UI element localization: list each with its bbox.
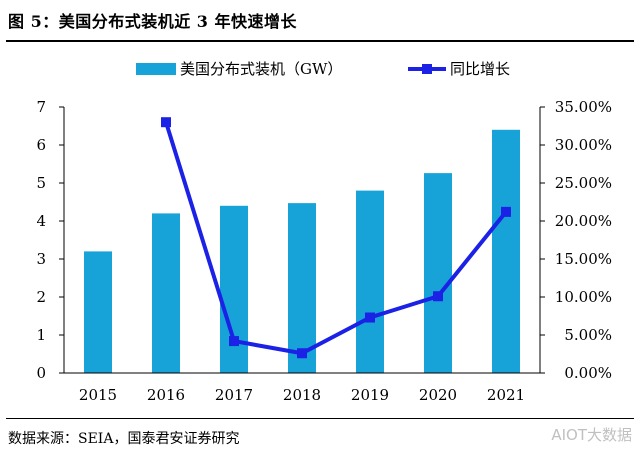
- x-tick-label: 2020: [419, 386, 457, 404]
- bar-2016: [152, 213, 180, 373]
- bar-2019: [356, 190, 384, 373]
- source-note: 数据来源：SEIA，国泰君安证券研究: [8, 431, 240, 447]
- y-left-tick-label: 3: [36, 250, 46, 268]
- y-left-tick-label: 7: [36, 98, 46, 116]
- watermark: AIOT大数据: [551, 426, 632, 444]
- bar-series: [84, 129, 520, 373]
- growth-line-series: [161, 117, 511, 359]
- growth-point-2016: [161, 117, 171, 128]
- bar-2020: [424, 173, 452, 373]
- source-rule: [6, 418, 634, 419]
- y-right-tick-label: 5.00%: [564, 326, 612, 344]
- axes: 0 1 2 3 4 5 6 7 0.00% 5.00% 10.00% 15.00% 20.00% 25.0…: [36, 98, 612, 404]
- y-left-tick-label: 1: [36, 326, 46, 344]
- growth-point-2018: [297, 348, 307, 359]
- y-right-tick-label: 35.00%: [555, 98, 612, 116]
- growth-line: [164, 121, 508, 356]
- bar-2021: [492, 129, 520, 373]
- bar-2018: [288, 203, 316, 373]
- legend-bar-label: 美国分布式装机（GW）: [180, 60, 342, 78]
- x-tick-label: 2018: [283, 386, 321, 404]
- y-left-tick-label: 6: [36, 136, 46, 154]
- growth-point-2021: [501, 206, 511, 217]
- y-right-tick-label: 25.00%: [555, 174, 612, 192]
- y-left-tick-label: 0: [36, 364, 46, 382]
- legend-line-label: 同比增长: [450, 60, 510, 78]
- legend-bar-swatch: [136, 63, 176, 75]
- x-tick-label: 2017: [215, 386, 253, 404]
- x-tick-label: 2016: [147, 386, 185, 404]
- y-right-tick-label: 30.00%: [555, 136, 612, 154]
- legend-line-marker: [422, 64, 432, 74]
- title-rule: [6, 40, 634, 42]
- y-right-tick-label: 15.00%: [555, 250, 612, 268]
- y-left-tick-label: 4: [36, 212, 46, 230]
- bar-2015: [84, 251, 112, 373]
- growth-point-2017: [229, 336, 239, 347]
- y-left-tick-label: 5: [36, 174, 46, 192]
- x-tick-label: 2019: [351, 386, 389, 404]
- legend: 美国分布式装机（GW） 同比增长: [136, 60, 510, 78]
- y-right-tick-label: 10.00%: [555, 288, 612, 306]
- growth-point-2020: [433, 291, 443, 302]
- y-left-tick-label: 2: [36, 288, 46, 306]
- y-right-tick-label: 0.00%: [564, 364, 612, 382]
- growth-point-2019: [365, 312, 375, 323]
- x-tick-label: 2021: [487, 386, 525, 404]
- x-tick-label: 2015: [79, 386, 117, 404]
- bar-2017: [220, 205, 248, 373]
- figure-title: 图 5：美国分布式装机近 3 年快速增长: [8, 12, 297, 31]
- y-right-tick-label: 20.00%: [555, 212, 612, 230]
